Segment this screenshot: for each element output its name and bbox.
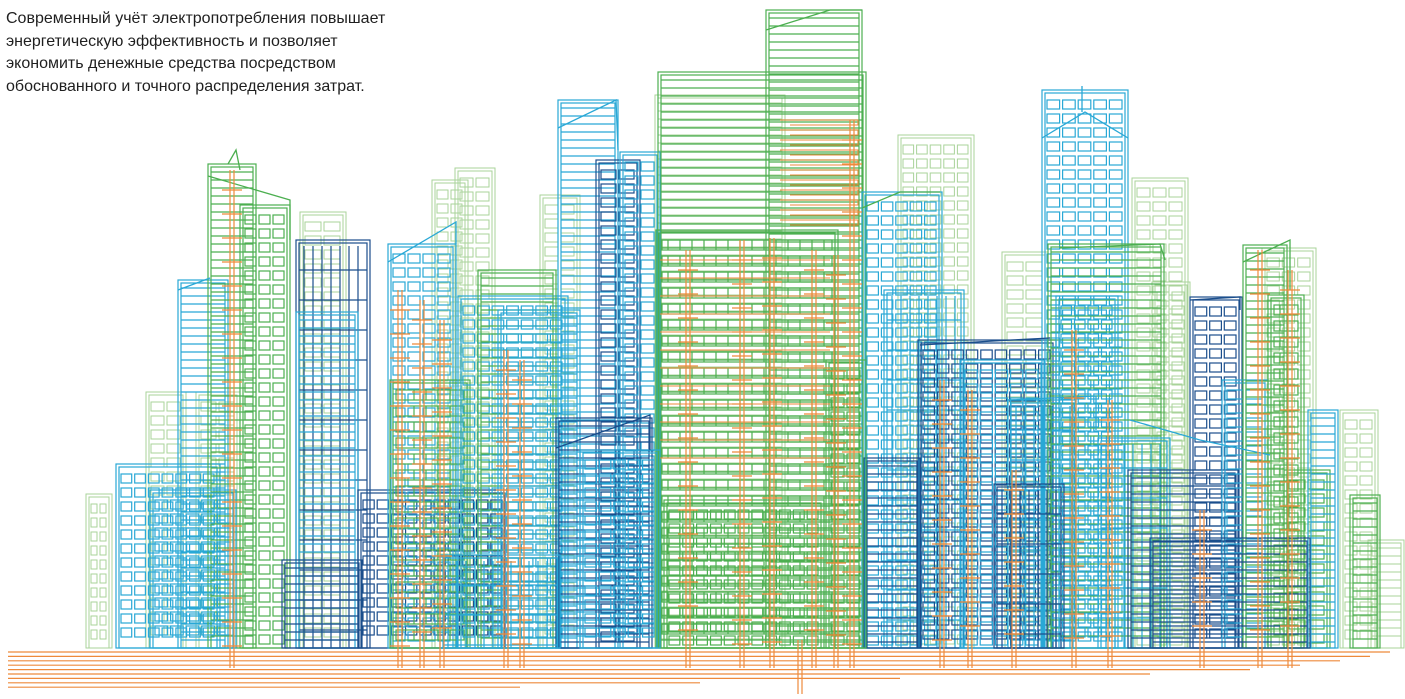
building-outline: [579, 449, 661, 649]
rooftop-outlines: [177, 9, 1291, 456]
power-tap: [780, 169, 859, 176]
power-tap: [780, 149, 859, 156]
building-outline: [1149, 537, 1311, 649]
rooftop-line: [555, 414, 651, 450]
intro-line-2: энергетическую эффективность и позволяет: [6, 32, 338, 50]
building-outline: [85, 493, 113, 649]
power-tap: [780, 179, 859, 186]
rooftop-line: [1059, 243, 1166, 261]
rooftop-line: [765, 9, 862, 31]
building-outline: [993, 483, 1065, 649]
intro-line-4: обоснованного и точного распределения за…: [6, 77, 365, 95]
rooftop-line: [557, 98, 619, 151]
building-outline: [1367, 539, 1405, 649]
building-outline: [1221, 379, 1269, 649]
building-outline: [555, 417, 653, 649]
rooftop-line: [177, 277, 211, 291]
building-outline: [863, 457, 921, 649]
power-tap: [780, 199, 859, 206]
intro-text: Современный учёт электропотребления повы…: [6, 8, 566, 98]
power-tap: [780, 129, 859, 136]
building-outlines: [85, 9, 1405, 649]
rooftop-line: [1189, 296, 1241, 310]
power-tap: [780, 119, 859, 126]
power-tap: [780, 219, 859, 226]
building-outline: [281, 559, 363, 649]
intro-line-3: экономить денежные средства посредством: [6, 55, 336, 72]
power-tap: [780, 209, 859, 216]
building-outline: [1307, 409, 1339, 649]
power-tap: [780, 159, 859, 166]
rooftop-line: [1007, 395, 1097, 430]
rooftop-line: [919, 337, 1051, 346]
rooftop-line: [1242, 238, 1291, 290]
power-tap: [780, 189, 859, 196]
power-tap: [780, 139, 859, 146]
building-outline: [145, 391, 187, 649]
building-outline: [299, 211, 347, 649]
building-outline: [1267, 294, 1305, 649]
rooftop-line: [227, 148, 241, 171]
power-risers: [222, 119, 1300, 668]
rooftop-line: [207, 175, 291, 240]
intro-line-1: Современный учёт электропотребления повы…: [6, 10, 386, 27]
rooftop-line: [387, 220, 457, 263]
building-outline: [497, 309, 581, 649]
building-outline: [1242, 244, 1288, 649]
rooftop-line: [1041, 111, 1129, 139]
rooftop-line: [861, 191, 940, 209]
power-bus-lines: [8, 640, 1390, 694]
building-outline: [1055, 295, 1119, 649]
rooftop-line: [1129, 419, 1271, 456]
building-outline: [149, 489, 237, 649]
building-outline: [1349, 494, 1381, 649]
building-outline: [239, 204, 291, 649]
